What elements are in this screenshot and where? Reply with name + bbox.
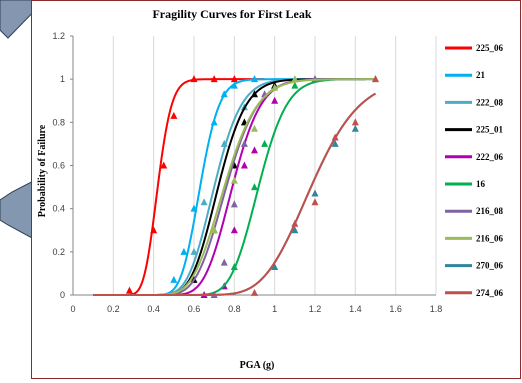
- data-point-270_06: [331, 139, 339, 147]
- legend-label: 225_01: [476, 125, 504, 135]
- data-point-21: [190, 204, 198, 212]
- legend-label: 274_06: [476, 288, 504, 298]
- data-point-21: [251, 75, 258, 83]
- data-point-222_08: [190, 247, 198, 255]
- data-point-222_08: [220, 139, 228, 147]
- y-tick-label: 0.8: [52, 117, 65, 127]
- curve-222_08: [93, 78, 366, 296]
- data-point-270_06: [271, 262, 279, 270]
- y-tick-label: 0.2: [52, 247, 65, 257]
- curve-225_01: [93, 78, 366, 296]
- x-tick-label: 0: [70, 304, 75, 314]
- data-point-222_06: [251, 146, 258, 154]
- data-point-216_06: [230, 176, 238, 184]
- legend-item-216_06: 216_06: [445, 233, 504, 243]
- y-tick-label: 1: [60, 74, 65, 84]
- data-point-16: [261, 139, 269, 147]
- y-tick-label: 0: [60, 290, 65, 300]
- data-point-21: [230, 81, 238, 89]
- y-tick-label: 0.4: [52, 204, 65, 214]
- legend-item-16: 16: [445, 179, 486, 189]
- fragility-chart: Fragility Curves for First Leak 0 0.2 0.4 0…: [37, 7, 504, 371]
- data-point-274_06: [372, 75, 379, 83]
- data-point-274_06: [331, 133, 339, 141]
- chart-frame: Fragility Curves for First Leak 0 0.2 0.4 0…: [31, 0, 521, 379]
- data-point-270_06: [351, 124, 359, 132]
- legend-item-21: 21: [445, 70, 486, 80]
- legend-label: 270_06: [476, 261, 504, 271]
- legend-label: 216_06: [476, 233, 504, 243]
- x-tick-label: 0.6: [188, 304, 201, 314]
- legend-label: 222_06: [476, 152, 504, 162]
- data-point-16: [230, 262, 238, 270]
- legend-item-270_06: 270_06: [445, 261, 504, 271]
- legend-label: 16: [476, 179, 486, 189]
- data-point-274_06: [311, 198, 319, 206]
- x-tick-label: 0.2: [107, 304, 120, 314]
- data-point-225_06: [150, 226, 158, 234]
- data-point-274_06: [291, 219, 299, 227]
- data-point-225_06: [170, 111, 178, 119]
- data-point-225_06: [160, 161, 168, 169]
- data-point-225_06: [190, 75, 198, 83]
- legend-item-225_06: 225_06: [445, 43, 504, 53]
- data-point-222_06: [230, 226, 238, 234]
- data-point-21: [220, 90, 228, 98]
- legend-item-216_08: 216_08: [445, 206, 504, 216]
- data-point-21: [180, 247, 188, 255]
- x-axis-label: PGA (g): [240, 360, 275, 371]
- data-point-216_06: [251, 124, 258, 132]
- data-point-274_06: [351, 118, 359, 126]
- data-point-216_08: [230, 200, 238, 208]
- data-point-270_06: [311, 189, 319, 197]
- legend-item-225_01: 225_01: [445, 125, 504, 135]
- data-point-16: [291, 81, 299, 89]
- x-tick-label: 1.2: [309, 304, 322, 314]
- x-tick-label: 1.8: [430, 304, 443, 314]
- data-point-21: [210, 118, 218, 126]
- curve-274_06: [93, 92, 377, 296]
- legend-item-274_06: 274_06: [445, 288, 504, 298]
- data-point-225_01: [251, 90, 258, 98]
- x-tick-label: 0.4: [147, 304, 160, 314]
- data-point-216_08: [220, 258, 228, 266]
- data-point-216_06: [291, 75, 299, 83]
- data-point-270_06: [291, 226, 299, 234]
- axes: 0 0.2 0.4 0.6 0.8 1 1.2 1.4 1.6 1.8 0 0.2 0.4 0.6 0.8 1…: [52, 31, 442, 314]
- y-tick-label: 1.2: [52, 31, 65, 41]
- y-axis-label: Probability of Failure: [37, 124, 48, 217]
- data-point-216_08: [240, 139, 248, 147]
- x-tick-label: 0.8: [228, 304, 241, 314]
- curve-222_06: [93, 78, 366, 296]
- legend-label: 216_08: [476, 206, 504, 216]
- series-225_01: [93, 78, 366, 296]
- data-point-16: [251, 183, 258, 191]
- data-point-216_06: [271, 83, 279, 91]
- x-tick-label: 1.4: [349, 304, 362, 314]
- series-layer: [93, 75, 379, 298]
- series-222_08: [93, 78, 366, 296]
- legend-label: 225_06: [476, 43, 504, 53]
- data-point-216_06: [210, 226, 218, 234]
- data-point-222_06: [240, 161, 248, 169]
- data-point-21: [170, 275, 178, 283]
- data-point-225_06: [210, 75, 218, 83]
- legend: 225_06 21 222_08 225_01 222_06 16 216_08 216_06…: [445, 43, 504, 298]
- series-274_06: [93, 75, 379, 296]
- y-tick-label: 0.6: [52, 161, 65, 171]
- chart-title: Fragility Curves for First Leak: [152, 7, 311, 21]
- legend-item-222_06: 222_06: [445, 152, 504, 162]
- data-point-225_06: [230, 75, 238, 83]
- data-point-274_06: [251, 288, 258, 296]
- series-222_06: [93, 78, 366, 298]
- legend-label: 21: [476, 70, 486, 80]
- legend-item-222_08: 222_08: [445, 97, 504, 107]
- data-point-225_06: [125, 286, 133, 294]
- x-tick-label: 1.6: [389, 304, 402, 314]
- data-point-222_06: [271, 96, 279, 104]
- legend-label: 222_08: [476, 97, 504, 107]
- x-tick-label: 1: [272, 304, 277, 314]
- grid-lines: [112, 36, 437, 295]
- data-point-222_08: [200, 198, 208, 206]
